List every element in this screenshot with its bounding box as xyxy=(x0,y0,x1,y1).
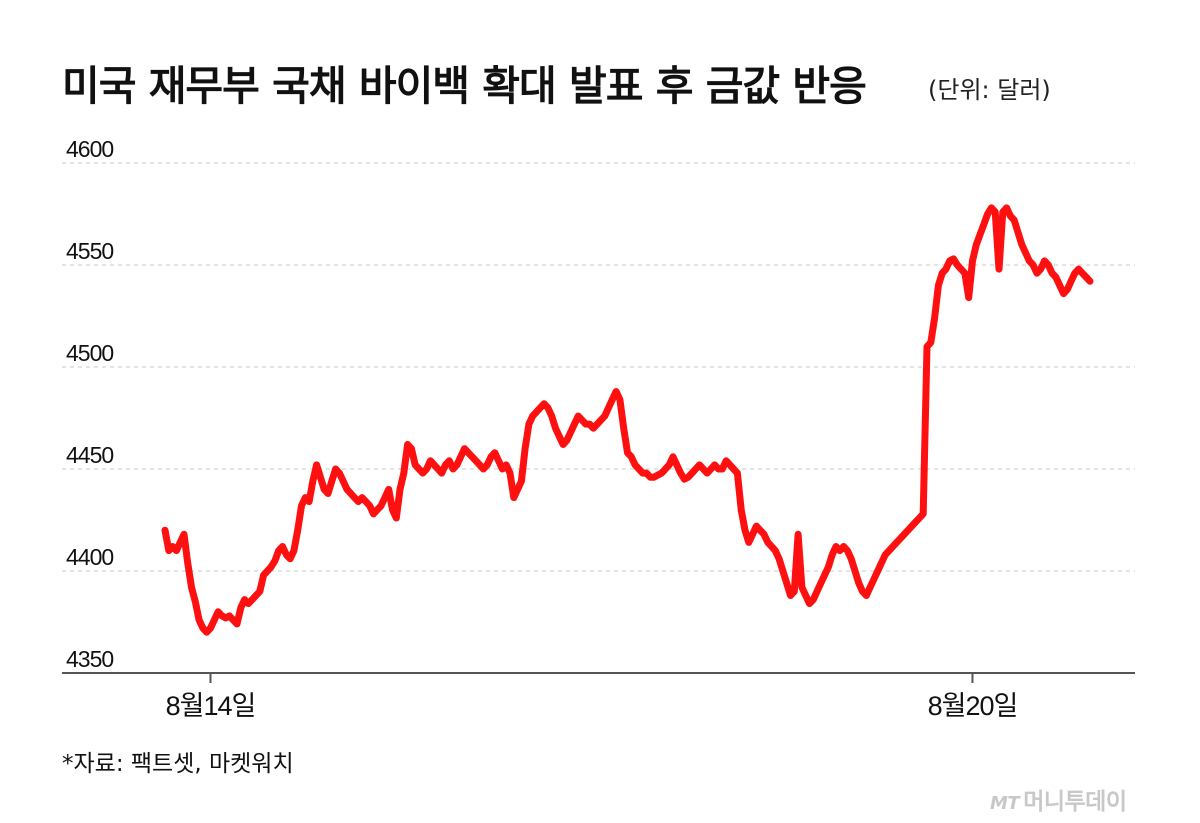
logo-mark: MT xyxy=(990,793,1020,814)
series-layer xyxy=(161,204,1094,636)
y-tick-label: 4550 xyxy=(66,238,113,264)
y-tick-label: 4450 xyxy=(66,442,113,468)
y-tick-label: 4400 xyxy=(66,544,113,570)
y-tick-label: 4350 xyxy=(66,646,113,672)
logo-text: 머니투데이 xyxy=(1023,789,1127,815)
publisher-logo: MT 머니투데이 xyxy=(990,782,1127,816)
x-axis-ticks: 8월14일 8월20일 xyxy=(166,673,1018,721)
grid-lines xyxy=(62,162,1135,572)
chart-title-text: 미국 재무부 국채 바이백 확대 발표 후 금값 반응 xyxy=(62,62,867,110)
unit-label: (단위: 달러) xyxy=(928,76,1051,104)
gold-price-line xyxy=(161,204,1094,636)
source-note: *자료: 팩트셋, 마켓워치 xyxy=(62,751,294,777)
x-tick-label: 8월14일 xyxy=(166,691,256,721)
chart-title: 미국 재무부 국채 바이백 확대 발표 후 금값 반응 xyxy=(62,52,867,112)
y-axis-ticks: 4600 4550 4500 4450 4400 4350 xyxy=(66,136,114,672)
y-tick-label: 4500 xyxy=(66,340,113,366)
x-tick-label: 8월20일 xyxy=(928,691,1018,721)
y-tick-label: 4600 xyxy=(66,136,113,162)
